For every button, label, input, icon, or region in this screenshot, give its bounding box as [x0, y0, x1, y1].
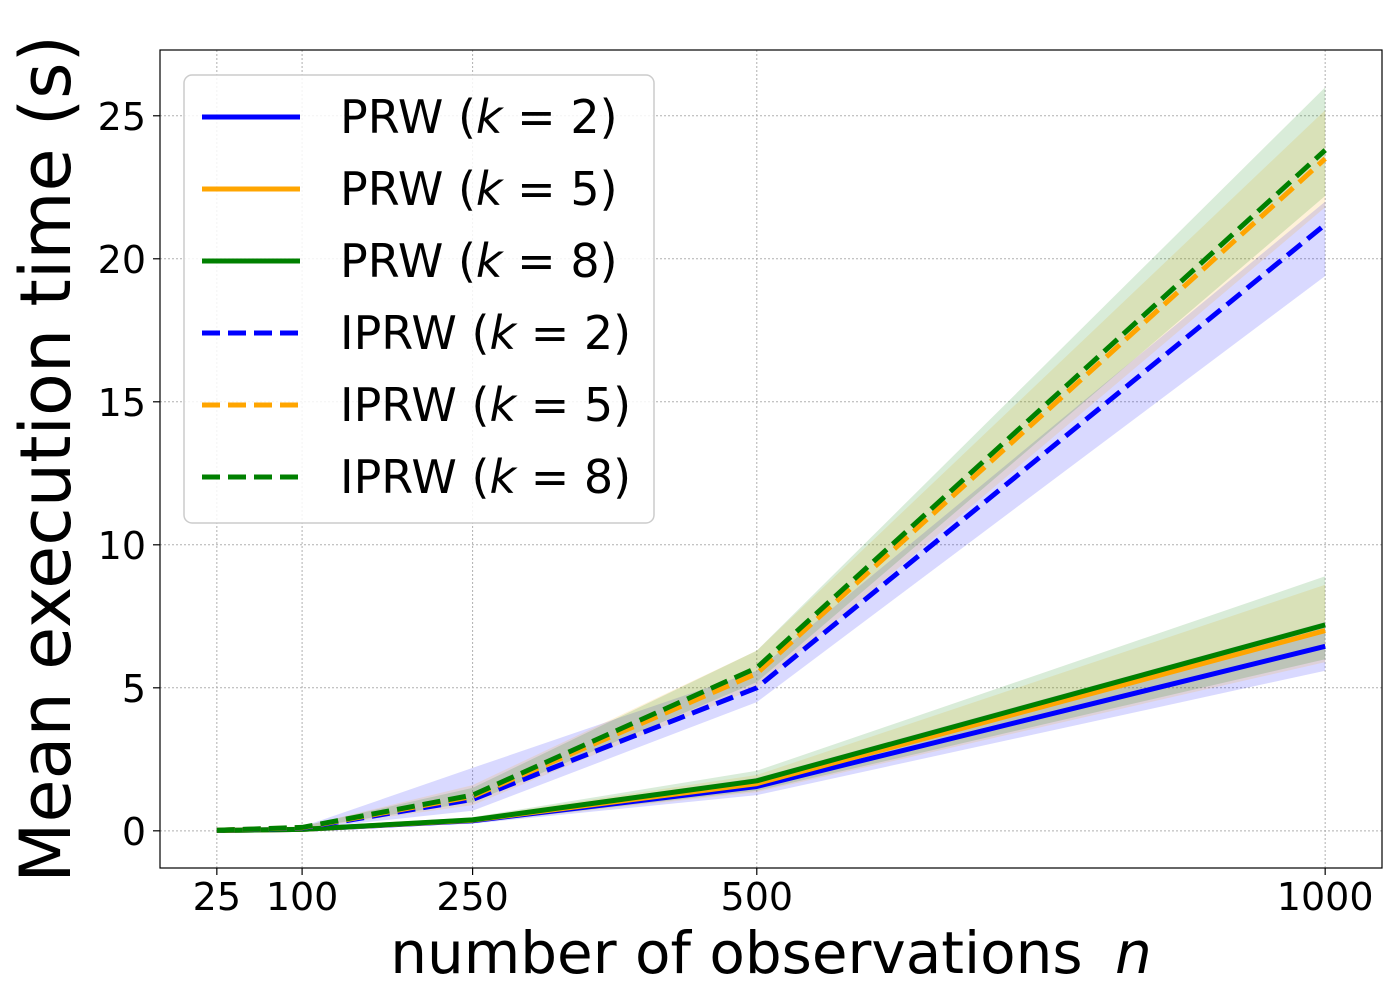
x-tick-label: 100	[266, 875, 339, 919]
x-tick-label: 1000	[1277, 875, 1374, 919]
x-axis-ticks: 25 100 250 500 1000	[193, 868, 1374, 919]
y-tick-label: 15	[98, 381, 146, 425]
y-tick-label: 25	[98, 95, 146, 139]
series-lines	[216, 148, 1327, 833]
confidence-band	[216, 622, 1326, 831]
x-tick-label: 250	[436, 875, 509, 919]
legend-label: IPRW (k = 8)	[340, 450, 631, 504]
legend-label: PRW (k = 2)	[340, 90, 618, 144]
legend-box	[183, 74, 655, 524]
confidence-band	[216, 584, 1326, 831]
legend-label: PRW (k = 8)	[340, 234, 618, 288]
legend: PRW (k = 2) PRW (k = 5) PRW (k = 8) IPRW (k…	[183, 74, 655, 524]
x-axis-label-text: number of observations	[390, 919, 1082, 987]
x-tick-label: 25	[193, 875, 241, 919]
y-tick-label: 10	[98, 524, 146, 568]
y-axis-label: Mean execution time (s)	[5, 35, 87, 883]
y-tick-label: 20	[98, 238, 146, 282]
series-line	[216, 148, 1327, 833]
y-axis-ticks: 0 5 10 15 20 25	[98, 95, 160, 854]
legend-items: PRW (k = 2) PRW (k = 5) PRW (k = 8) IPRW (k…	[202, 90, 631, 504]
x-tick-label: 500	[721, 875, 794, 919]
x-axis-label: number of observations n	[390, 919, 1152, 987]
x-axis-label-variable: n	[1115, 919, 1152, 987]
y-tick-label: 0	[122, 810, 146, 854]
legend-label: IPRW (k = 5)	[340, 378, 631, 432]
legend-label: PRW (k = 5)	[340, 162, 618, 216]
y-tick-label: 5	[122, 667, 146, 711]
plot-area-frame	[159, 49, 1383, 869]
legend-label: IPRW (k = 2)	[340, 306, 631, 360]
